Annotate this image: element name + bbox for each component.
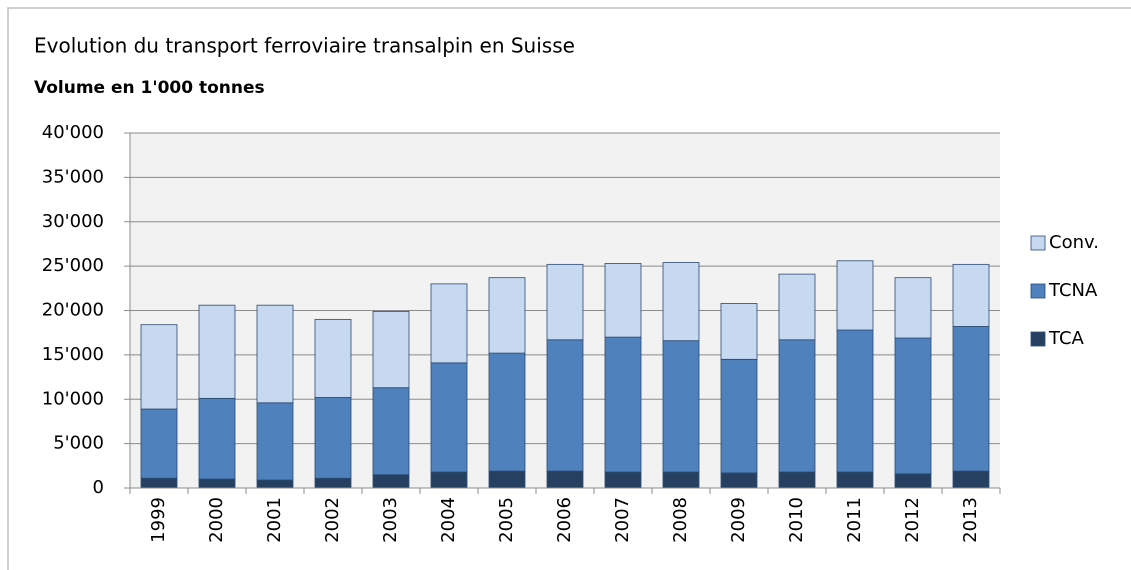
x-tick-label: 2012 <box>902 497 923 543</box>
y-tick-label: 30'000 <box>42 211 104 232</box>
bar-segment <box>720 358 758 474</box>
legend-label: Conv. <box>1049 232 1099 253</box>
legend-label: TCNA <box>1048 280 1098 301</box>
legend-swatch <box>1030 283 1046 299</box>
x-tick-label: 2003 <box>380 497 401 543</box>
bar-segment <box>662 262 700 342</box>
bar-segment <box>256 304 294 404</box>
x-tick-label: 2002 <box>322 497 343 543</box>
bar-segment <box>198 478 236 489</box>
bar-segment <box>314 477 352 489</box>
chart-frame <box>7 7 1131 570</box>
y-tick-label: 5'000 <box>53 433 104 454</box>
y-tick-label: 40'000 <box>42 122 104 143</box>
x-tick-label: 2011 <box>844 497 865 543</box>
bar-segment <box>604 471 642 489</box>
bar-segment <box>836 260 874 331</box>
bar-segment <box>430 471 468 489</box>
legend-label: TCA <box>1048 328 1085 349</box>
bar-segment <box>430 362 468 473</box>
bar-segment <box>140 408 178 479</box>
bar-segment <box>720 472 758 489</box>
bar-segment <box>894 277 932 339</box>
bar-segment <box>894 473 932 489</box>
bar-segment <box>372 474 410 489</box>
x-tick-label: 2010 <box>786 497 807 543</box>
bar-segment <box>546 263 584 341</box>
x-tick-label: 2013 <box>960 497 981 543</box>
bar-segment <box>546 470 584 489</box>
y-tick-label: 35'000 <box>42 166 104 187</box>
y-tick-label: 20'000 <box>42 300 104 321</box>
bar-segment <box>952 326 990 472</box>
bar-segment <box>778 273 816 341</box>
y-tick-label: 15'000 <box>42 344 104 365</box>
bar-segment <box>604 263 642 338</box>
bar-segment <box>836 329 874 473</box>
bar-segment <box>952 470 990 489</box>
bar-segment <box>198 304 236 399</box>
bar-segment <box>488 470 526 489</box>
x-tick-label: 2006 <box>554 497 575 543</box>
y-tick-label: 25'000 <box>42 255 104 276</box>
legend-swatch <box>1030 235 1046 251</box>
bar-segment <box>604 336 642 473</box>
x-tick-label: 1999 <box>148 497 169 543</box>
x-tick-label: 2001 <box>264 497 285 543</box>
x-tick-label: 2004 <box>438 497 459 543</box>
bar-segment <box>140 477 178 489</box>
bar-segment <box>778 471 816 489</box>
bar-segment <box>546 339 584 472</box>
bar-segment <box>140 324 178 410</box>
bar-segment <box>836 471 874 489</box>
bar-segment <box>314 318 352 398</box>
y-tick-label: 10'000 <box>42 388 104 409</box>
bar-segment <box>778 339 816 473</box>
x-tick-label: 2009 <box>728 497 749 543</box>
chart-subtitle: Volume en 1'000 tonnes <box>34 78 265 98</box>
y-tick-label: 0 <box>93 477 104 498</box>
x-tick-label: 2007 <box>612 497 633 543</box>
bar-segment <box>662 340 700 473</box>
bar-segment <box>256 479 294 489</box>
legend-swatch <box>1030 331 1046 347</box>
bar-segment <box>488 277 526 354</box>
bar-segment <box>488 352 526 472</box>
bar-segment <box>894 337 932 475</box>
chart-title: Evolution du transport ferroviaire trans… <box>34 34 575 58</box>
bar-segment <box>256 402 294 481</box>
bar-segment <box>662 471 700 489</box>
bar-segment <box>314 397 352 479</box>
bar-segment <box>372 310 410 389</box>
bar-segment <box>720 302 758 360</box>
bar-segment <box>372 387 410 476</box>
x-tick-label: 2000 <box>206 497 227 543</box>
bar-segment <box>952 263 990 327</box>
x-tick-label: 2008 <box>670 497 691 543</box>
bar-segment <box>198 397 236 480</box>
x-tick-label: 2005 <box>496 497 517 543</box>
bar-segment <box>430 283 468 364</box>
